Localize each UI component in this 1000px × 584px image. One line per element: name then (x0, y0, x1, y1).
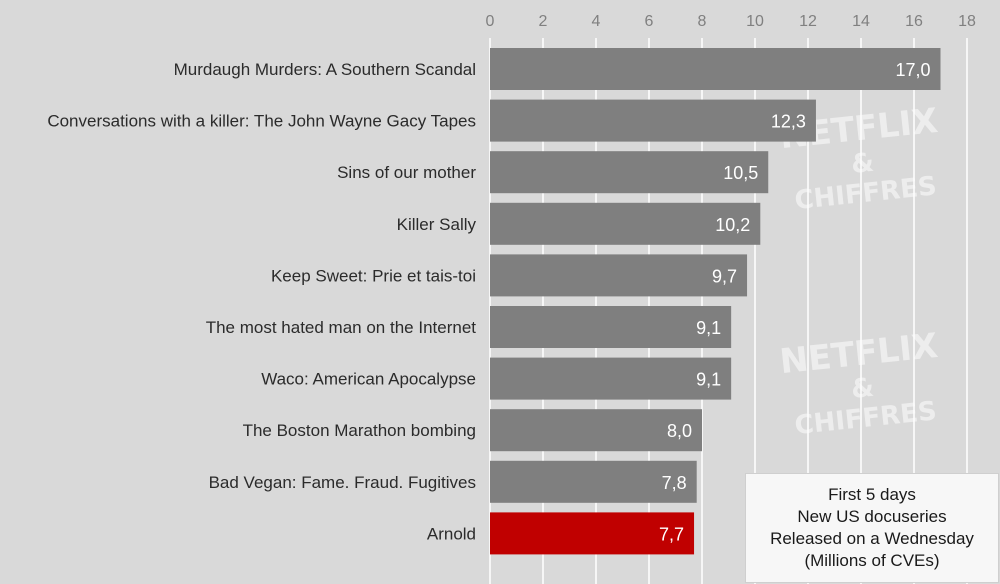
value-label: 8,0 (667, 421, 692, 441)
value-labels: 17,0 12,3 10,5 10,2 9,7 9,1 9,1 8,0 7,8 7,7 (659, 60, 930, 544)
value-label: 7,8 (662, 473, 687, 493)
category-labels: Murdaugh Murders: A Southern Scandal Conv… (47, 60, 476, 543)
category-label: The most hated man on the Internet (206, 318, 477, 337)
value-label: 17,0 (895, 60, 930, 80)
x-tick-label: 10 (746, 13, 764, 30)
value-label: 9,1 (696, 370, 721, 390)
value-label: 10,5 (723, 163, 758, 183)
bar (490, 306, 732, 348)
category-label: Keep Sweet: Prie et tais-toi (271, 266, 476, 285)
x-tick-label: 2 (539, 13, 548, 30)
annotation-line: Released on a Wednesday (770, 529, 974, 548)
value-label: 9,7 (712, 266, 737, 286)
bar (490, 254, 748, 297)
watermark-text: & (850, 373, 876, 405)
x-tick-label: 4 (592, 13, 601, 30)
watermark-text: CHIFFRES (793, 396, 938, 441)
category-label: Arnold (427, 524, 476, 543)
category-label: Murdaugh Murders: A Southern Scandal (174, 60, 476, 79)
bar (490, 460, 697, 503)
bar (490, 512, 695, 555)
bar (490, 48, 941, 90)
annotation-box: First 5 days New US docuseries Released … (745, 473, 999, 583)
watermark-text: CHIFFRES (793, 171, 938, 216)
x-tick-label: 6 (645, 13, 654, 30)
watermark-logo: NETFLIX&CHIFFRES (778, 326, 940, 441)
annotation-line: New US docuseries (797, 507, 947, 526)
watermark-text: & (850, 148, 876, 180)
x-tick-label: 18 (958, 13, 976, 30)
category-label: Killer Sally (397, 215, 477, 234)
category-label: Waco: American Apocalypse (261, 370, 476, 389)
x-tick-label: 0 (486, 13, 495, 30)
value-label: 9,1 (696, 318, 721, 338)
annotation-line: (Millions of CVEs) (804, 551, 940, 570)
x-tick-label: 16 (905, 13, 923, 30)
bar (490, 357, 732, 400)
x-axis-ticks: 0 2 4 6 8 10 12 14 16 18 (486, 13, 976, 30)
bar (490, 202, 761, 245)
bar (490, 151, 769, 194)
category-label: Conversations with a killer: The John Wa… (47, 112, 476, 131)
x-tick-label: 12 (799, 13, 817, 30)
value-label: 7,7 (659, 524, 684, 544)
bar (490, 409, 702, 452)
bars (490, 48, 941, 555)
value-label: 12,3 (771, 112, 806, 132)
category-label: Bad Vegan: Fame. Fraud. Fugitives (209, 473, 476, 492)
category-label: The Boston Marathon bombing (243, 421, 476, 440)
x-tick-label: 14 (852, 13, 870, 30)
value-label: 10,2 (715, 215, 750, 235)
category-label: Sins of our mother (337, 163, 476, 182)
annotation-line: First 5 days (828, 485, 916, 504)
bar (490, 99, 816, 142)
x-tick-label: 8 (698, 13, 707, 30)
